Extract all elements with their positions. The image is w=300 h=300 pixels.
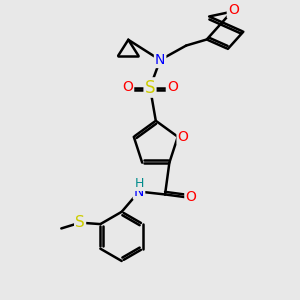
Text: H: H: [135, 177, 144, 190]
Text: O: O: [228, 3, 238, 17]
Text: O: O: [185, 190, 196, 204]
Text: N: N: [155, 53, 165, 67]
Text: S: S: [145, 79, 155, 97]
Text: O: O: [122, 80, 133, 94]
Text: N: N: [134, 184, 144, 199]
Text: S: S: [75, 215, 85, 230]
Text: O: O: [167, 80, 178, 94]
Text: O: O: [178, 130, 188, 144]
